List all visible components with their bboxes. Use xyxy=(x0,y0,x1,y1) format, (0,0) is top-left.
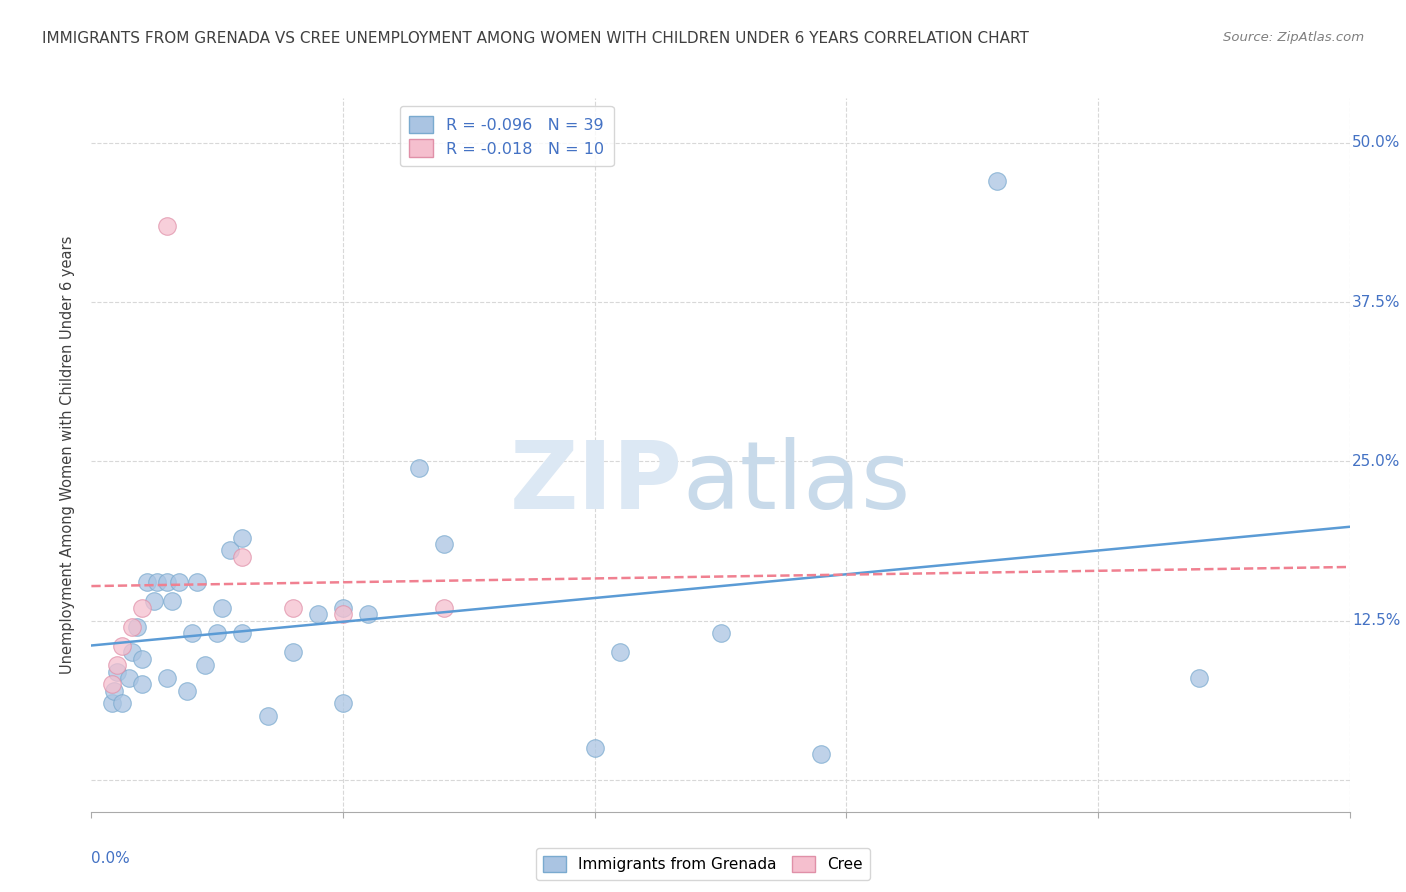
Point xyxy=(105,658,128,673)
Y-axis label: Unemployment Among Women with Children Under 6 years: Unemployment Among Women with Children U… xyxy=(60,235,76,674)
Point xyxy=(211,600,233,615)
Point xyxy=(231,626,253,640)
Point xyxy=(218,543,240,558)
Point xyxy=(205,626,228,640)
Point xyxy=(433,600,456,615)
Point xyxy=(160,594,183,608)
Point xyxy=(143,594,166,608)
Text: atlas: atlas xyxy=(683,437,911,530)
Point xyxy=(332,697,354,711)
Point xyxy=(186,575,208,590)
Text: 0.0%: 0.0% xyxy=(91,851,131,866)
Point xyxy=(118,671,141,685)
Point xyxy=(100,677,122,691)
Point xyxy=(810,747,832,762)
Point xyxy=(110,697,132,711)
Point xyxy=(135,575,157,590)
Text: 37.5%: 37.5% xyxy=(1353,294,1400,310)
Point xyxy=(433,537,456,551)
Point xyxy=(1188,671,1211,685)
Point xyxy=(307,607,329,622)
Point xyxy=(131,677,153,691)
Point xyxy=(156,671,179,685)
Point xyxy=(156,219,179,233)
Point xyxy=(281,645,304,659)
Text: IMMIGRANTS FROM GRENADA VS CREE UNEMPLOYMENT AMONG WOMEN WITH CHILDREN UNDER 6 Y: IMMIGRANTS FROM GRENADA VS CREE UNEMPLOY… xyxy=(42,31,1029,46)
Point xyxy=(256,709,278,723)
Legend: Immigrants from Grenada, Cree: Immigrants from Grenada, Cree xyxy=(536,848,870,880)
Text: ZIP: ZIP xyxy=(510,437,683,530)
Point xyxy=(332,607,354,622)
Point xyxy=(194,658,217,673)
Point xyxy=(709,626,731,640)
Point xyxy=(131,600,153,615)
Point xyxy=(169,575,191,590)
Point xyxy=(131,652,153,666)
Point xyxy=(121,645,143,659)
Text: 12.5%: 12.5% xyxy=(1353,613,1400,628)
Point xyxy=(986,174,1008,188)
Point xyxy=(105,665,128,679)
Point xyxy=(176,683,198,698)
Point xyxy=(100,697,122,711)
Point xyxy=(231,531,253,545)
Point xyxy=(281,600,304,615)
Text: 25.0%: 25.0% xyxy=(1353,454,1400,469)
Point xyxy=(110,639,132,653)
Point xyxy=(609,645,631,659)
Point xyxy=(146,575,169,590)
Point xyxy=(121,620,143,634)
Point xyxy=(332,600,354,615)
Point xyxy=(125,620,148,634)
Point xyxy=(103,683,125,698)
Legend: R = -0.096   N = 39, R = -0.018   N = 10: R = -0.096 N = 39, R = -0.018 N = 10 xyxy=(399,106,613,167)
Text: Source: ZipAtlas.com: Source: ZipAtlas.com xyxy=(1223,31,1364,45)
Point xyxy=(181,626,204,640)
Point xyxy=(357,607,380,622)
Text: 50.0%: 50.0% xyxy=(1353,136,1400,150)
Point xyxy=(583,741,606,756)
Point xyxy=(156,575,179,590)
Point xyxy=(408,460,430,475)
Point xyxy=(231,549,253,564)
